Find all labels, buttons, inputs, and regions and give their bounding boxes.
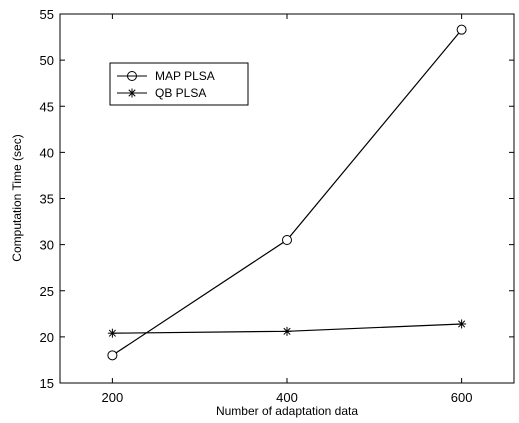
series-map-plsa bbox=[107, 24, 467, 361]
x-axis-label: Number of adaptation data bbox=[216, 404, 358, 418]
y-axis-label: Computation Time (sec) bbox=[10, 134, 24, 261]
series-qb-plsa bbox=[107, 319, 467, 338]
legend-marker-map-plsa bbox=[127, 71, 137, 81]
data-point-qb-plsa bbox=[457, 319, 467, 329]
y-tick-label: 55 bbox=[40, 7, 54, 22]
series-layer bbox=[107, 24, 467, 361]
data-point-map-plsa bbox=[107, 350, 118, 361]
legend-label-qb-plsa: QB PLSA bbox=[155, 86, 206, 100]
y-tick-label: 15 bbox=[40, 376, 54, 391]
data-point-map-plsa bbox=[282, 235, 292, 246]
data-point-qb-plsa bbox=[282, 326, 292, 336]
legend: MAP PLSA QB PLSA bbox=[109, 62, 249, 106]
y-tick-label: 30 bbox=[40, 238, 54, 253]
x-tick-label: 400 bbox=[276, 390, 298, 405]
y-tick-label: 20 bbox=[40, 330, 54, 345]
x-axis: 200 400 600 bbox=[102, 14, 473, 405]
legend-label-map-plsa: MAP PLSA bbox=[155, 69, 215, 83]
x-tick-label: 600 bbox=[451, 390, 473, 405]
y-tick-label: 40 bbox=[40, 145, 54, 160]
y-axis: 15 20 25 30 35 40 45 50 55 bbox=[40, 7, 514, 391]
data-point-qb-plsa bbox=[107, 328, 117, 338]
legend-star-shape bbox=[127, 88, 137, 98]
x-tick-label: 200 bbox=[102, 390, 124, 405]
data-point-map-plsa bbox=[456, 24, 467, 35]
legend-box bbox=[109, 62, 249, 106]
legend-marker-qb-plsa bbox=[127, 88, 137, 98]
y-tick-label: 50 bbox=[40, 53, 54, 68]
y-tick-label: 45 bbox=[40, 99, 54, 114]
y-tick-label: 35 bbox=[40, 192, 54, 207]
y-tick-label: 25 bbox=[40, 284, 54, 299]
